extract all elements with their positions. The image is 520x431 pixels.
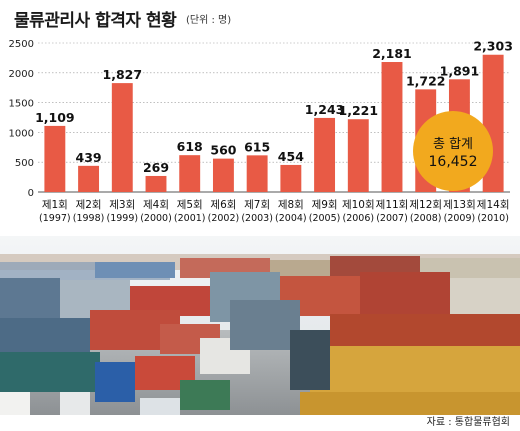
bar — [111, 83, 133, 192]
x-tick-year-label: (2002) — [208, 213, 240, 224]
value-label: 618 — [177, 139, 203, 154]
y-tick-label: 0 — [28, 188, 34, 199]
value-label: 454 — [278, 149, 304, 164]
x-tick-label: 제13회 — [443, 199, 476, 211]
x-tick-year-label: (2001) — [174, 213, 206, 224]
y-tick-label: 1000 — [9, 128, 34, 139]
x-tick-year-label: (2003) — [241, 213, 273, 224]
x-axis-labels: 제1회 (1997) 제2회 (1998) 제3회 (1999) 제4회 (2000) 제5회 (… — [39, 199, 509, 224]
value-label: 1,243 — [305, 102, 345, 117]
x-tick-year-label: (2009) — [444, 213, 476, 224]
y-tick-label: 2500 — [9, 39, 34, 50]
y-tick-label: 500 — [15, 158, 34, 169]
y-axis-tick-labels: 0 500 1000 1500 2000 2500 — [9, 39, 34, 199]
bar — [280, 164, 302, 192]
bar — [179, 155, 201, 192]
x-tick-label: 제1회 — [42, 199, 68, 211]
x-tick-year-label: (2000) — [140, 213, 172, 224]
x-tick-label: 제10회 — [342, 199, 375, 211]
x-tick-label: 제9회 — [312, 199, 338, 211]
value-label: 615 — [244, 139, 270, 154]
total-annotation-circle — [413, 111, 493, 191]
bar — [246, 155, 268, 192]
x-tick-year-label: (2006) — [342, 213, 374, 224]
x-tick-year-label: (1999) — [106, 213, 138, 224]
value-label: 1,221 — [339, 103, 379, 118]
value-label: 1,722 — [406, 73, 446, 88]
x-tick-label: 제8회 — [278, 199, 304, 211]
x-tick-year-label: (2005) — [309, 213, 341, 224]
x-tick-label: 제12회 — [409, 199, 442, 211]
x-tick-year-label: (1997) — [39, 213, 71, 224]
x-tick-label: 제14회 — [477, 199, 510, 211]
total-annotation-label: 총 합계 — [433, 137, 473, 152]
total-annotation: 총 합계 16,452 — [413, 111, 493, 191]
source-note: 자료 : 통합물류협회 — [426, 417, 510, 428]
value-label: 1,891 — [440, 63, 480, 78]
x-tick-label: 제3회 — [109, 199, 135, 211]
bar — [44, 125, 66, 192]
chart-title: 물류관리사 합격자 현황 — [14, 11, 177, 31]
x-tick-year-label: (2004) — [275, 213, 307, 224]
value-label: 2,303 — [473, 39, 513, 54]
x-tick-label: 제2회 — [76, 199, 102, 211]
x-tick-year-label: (2010) — [477, 213, 509, 224]
x-tick-year-label: (1998) — [73, 213, 105, 224]
y-tick-label: 1500 — [9, 99, 34, 110]
container-yard-photo — [0, 236, 520, 415]
unit-label: (단위 : 명) — [186, 15, 232, 26]
x-tick-label: 제11회 — [376, 199, 409, 211]
value-label: 1,109 — [35, 110, 75, 125]
total-annotation-value: 16,452 — [429, 154, 478, 170]
x-tick-label: 제5회 — [177, 199, 203, 211]
bar — [381, 62, 403, 192]
x-tick-year-label: (2008) — [410, 213, 442, 224]
bar — [78, 165, 100, 192]
bar — [145, 175, 167, 192]
y-tick-label: 2000 — [9, 69, 34, 80]
x-tick-label: 제6회 — [210, 199, 236, 211]
value-label: 560 — [210, 143, 236, 158]
value-label: 2,181 — [372, 46, 412, 61]
value-label: 1,827 — [103, 67, 143, 82]
value-label: 439 — [76, 150, 102, 165]
x-tick-label: 제7회 — [244, 199, 270, 211]
bar — [314, 117, 336, 192]
bar — [212, 158, 234, 192]
x-tick-year-label: (2007) — [376, 213, 408, 224]
x-tick-label: 제4회 — [143, 199, 169, 211]
bar — [347, 119, 369, 192]
value-label: 269 — [143, 160, 169, 175]
